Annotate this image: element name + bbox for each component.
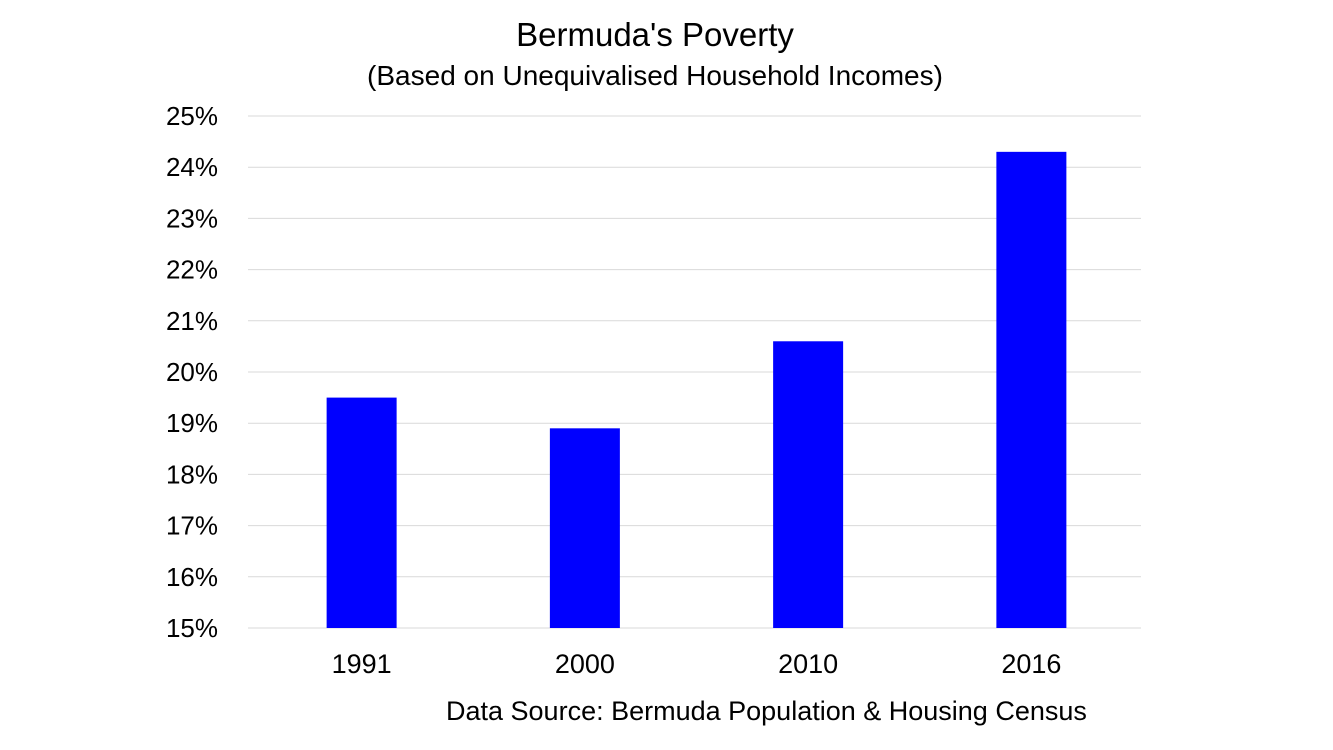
x-tick-label: 1991	[332, 649, 392, 679]
chart-subtitle: (Based on Unequivalised Household Income…	[367, 60, 943, 91]
y-tick-label: 21%	[166, 306, 218, 336]
y-tick-label: 19%	[166, 408, 218, 438]
x-tick-label: 2000	[555, 649, 615, 679]
bar-1991	[326, 397, 397, 628]
x-axis-ticks: 1991 2000 2010 2016	[332, 649, 1062, 679]
y-tick-label: 16%	[166, 562, 218, 592]
y-tick-label: 25%	[166, 101, 218, 131]
y-tick-label: 22%	[166, 255, 218, 285]
y-tick-label: 23%	[166, 203, 218, 233]
y-tick-label: 24%	[166, 152, 218, 182]
y-tick-label: 20%	[166, 357, 218, 387]
bar-2016	[996, 151, 1067, 628]
data-source-note: Data Source: Bermuda Population & Housin…	[446, 696, 1087, 726]
y-tick-label: 17%	[166, 511, 218, 541]
gridlines	[248, 115, 1141, 629]
y-tick-label: 18%	[166, 459, 218, 489]
bar-2010	[773, 341, 844, 628]
y-axis-ticks: 15% 16% 17% 18% 19% 20% 21% 22% 23% 24% 25%	[166, 101, 218, 643]
x-tick-label: 2016	[1001, 649, 1061, 679]
y-tick-label: 15%	[166, 613, 218, 643]
bar-2000	[549, 428, 620, 628]
bars	[326, 151, 1067, 628]
x-tick-label: 2010	[778, 649, 838, 679]
chart-title: Bermuda's Poverty	[516, 16, 794, 53]
